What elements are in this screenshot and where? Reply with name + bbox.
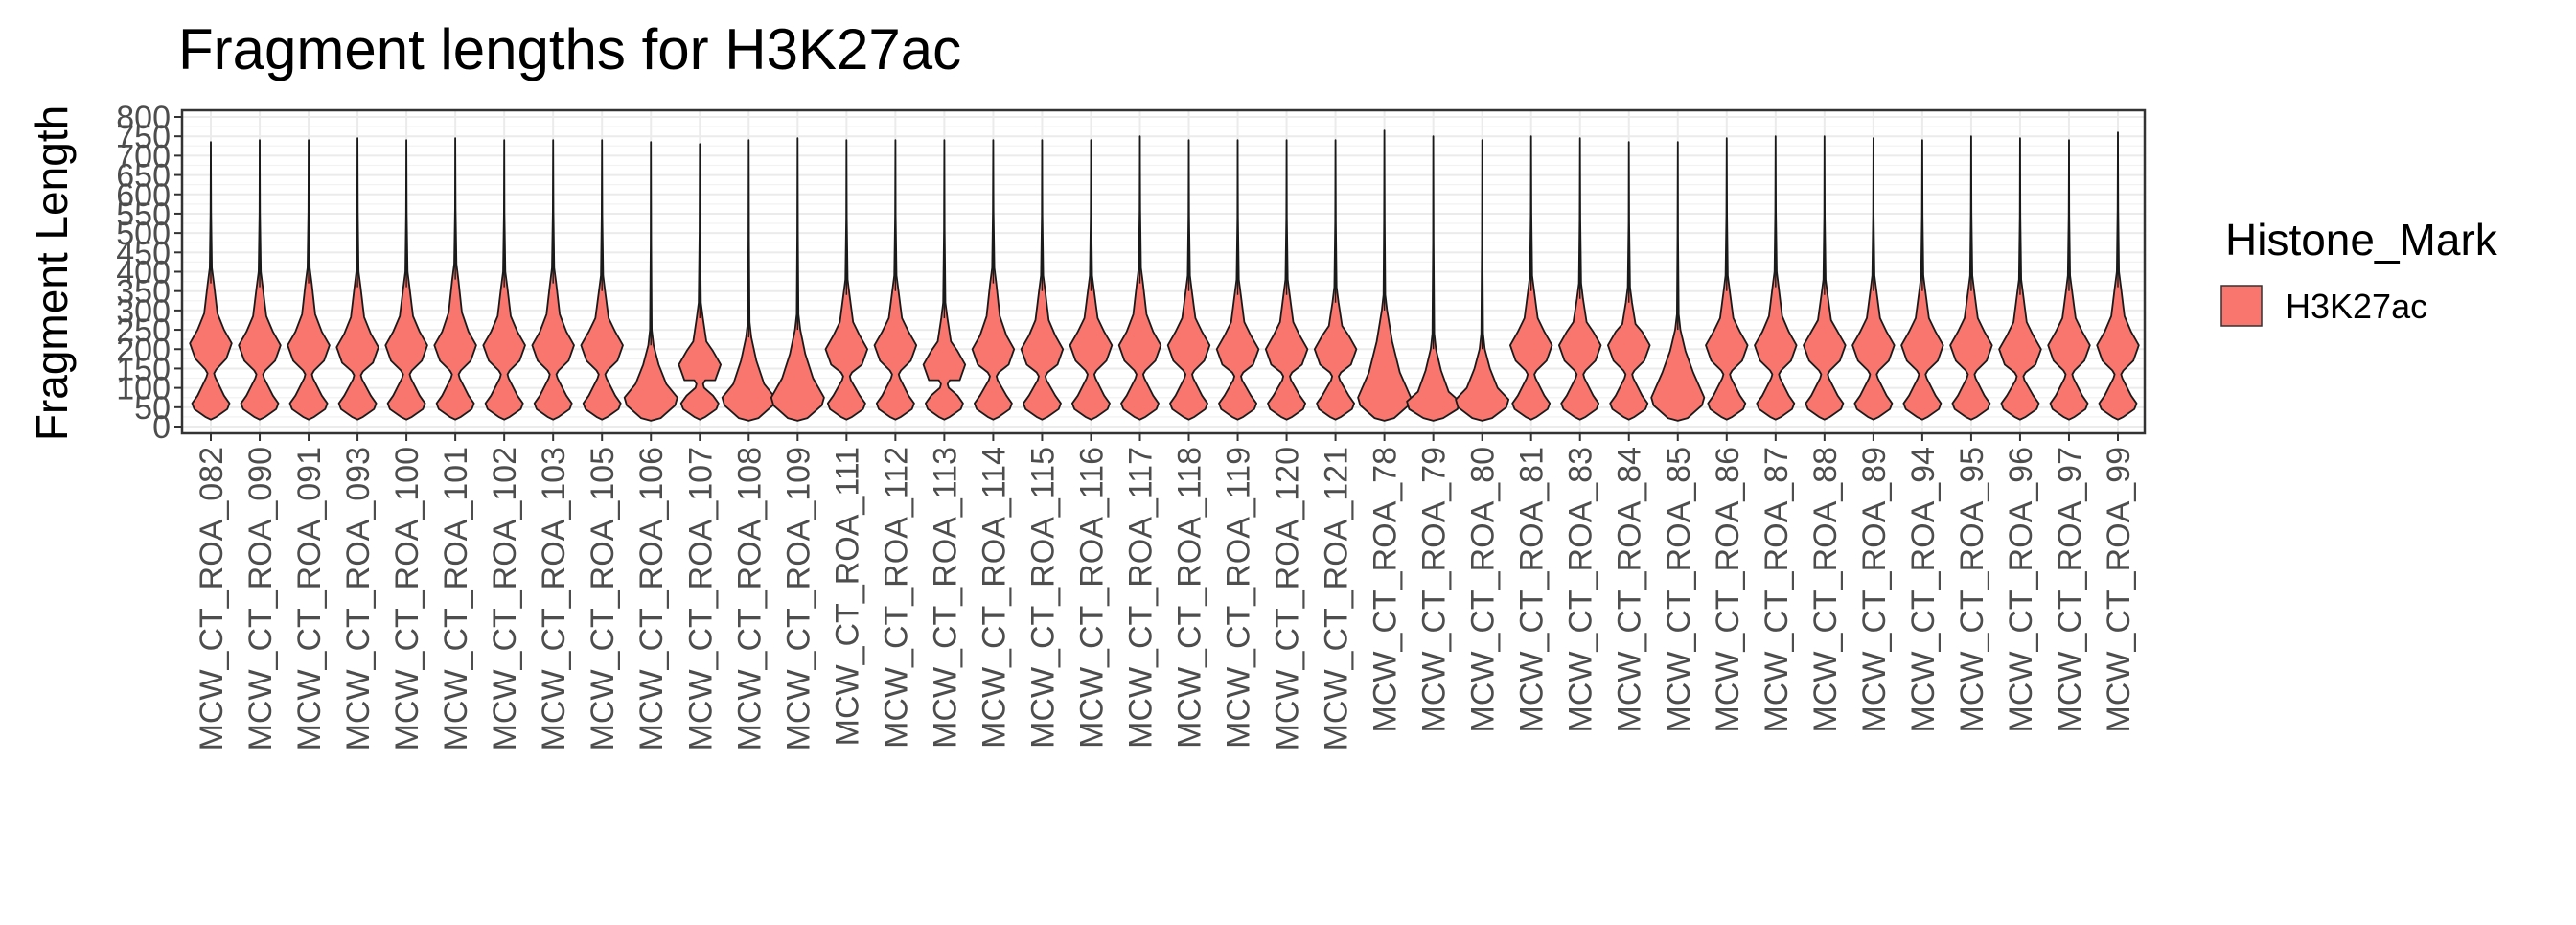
x-tick-label: MCW_CT_ROA_99 [2101,447,2137,733]
x-tick-label: MCW_CT_ROA_120 [1270,447,1306,751]
y-tick-label: 400 [116,255,171,291]
x-tick-label: MCW_CT_ROA_105 [585,447,621,751]
y-tick-label: 700 [116,138,171,174]
x-tick-label: MCW_CT_ROA_100 [389,447,426,751]
x-tick-label: MCW_CT_ROA_118 [1172,447,1208,749]
y-tick-label: 500 [116,216,171,252]
y-tick-label: 300 [116,293,171,330]
y-tick-label: 750 [116,119,171,155]
y-tick-label: 650 [116,158,171,195]
x-tick-label: MCW_CT_ROA_102 [487,447,523,751]
x-tick-label: MCW_CT_ROA_119 [1221,447,1257,749]
x-tick-label: MCW_CT_ROA_97 [2052,447,2088,733]
x-tick-label: MCW_CT_ROA_83 [1563,447,1599,733]
plot-area: 0501001502002503003504004505005506006507… [116,100,2147,751]
x-tick-label: MCW_CT_ROA_111 [829,447,865,746]
x-tick-label: MCW_CT_ROA_090 [242,447,279,751]
x-tick-label: MCW_CT_ROA_108 [731,447,768,751]
x-tick-label: MCW_CT_ROA_109 [780,447,816,751]
x-tick-label: MCW_CT_ROA_116 [1073,447,1110,749]
x-tick-label: MCW_CT_ROA_115 [1024,447,1061,749]
x-tick-label: MCW_CT_ROA_103 [536,447,572,751]
x-tick-label: MCW_CT_ROA_95 [1954,447,1990,733]
legend: Histone_Mark H3K27ac [2220,215,2498,327]
x-tick-label: MCW_CT_ROA_113 [927,447,963,749]
x-tick-label: MCW_CT_ROA_80 [1465,447,1502,733]
x-tick-label: MCW_CT_ROA_106 [633,447,670,751]
chart-title: Fragment lengths for H3K27ac [178,17,961,81]
x-tick-label: MCW_CT_ROA_85 [1661,447,1697,733]
x-tick-label: MCW_CT_ROA_81 [1514,447,1551,733]
legend-key-h3k27ac [2220,285,2263,327]
legend-label-h3k27ac: H3K27ac [2286,287,2427,326]
x-tick-label: MCW_CT_ROA_101 [438,447,474,751]
y-tick-label: 100 [116,371,171,407]
y-tick-label: 150 [116,351,171,387]
y-tick-label: 350 [116,274,171,311]
x-tick-label: MCW_CT_ROA_091 [291,447,328,751]
x-tick-label: MCW_CT_ROA_94 [1905,447,1942,733]
y-tick-label: 450 [116,235,171,271]
x-tick-label: MCW_CT_ROA_107 [682,447,719,751]
y-tick-label: 800 [116,100,171,136]
y-tick-label: 250 [116,312,171,349]
y-tick-label: 0 [152,409,171,446]
legend-title: Histone_Mark [2225,215,2498,265]
x-tick-label: MCW_CT_ROA_86 [1710,447,1746,733]
x-tick-label: MCW_CT_ROA_84 [1612,447,1648,733]
panel-border [180,108,2147,435]
x-tick-label: MCW_CT_ROA_78 [1368,447,1404,733]
x-tick-label: MCW_CT_ROA_114 [976,447,1012,749]
x-tick-label: MCW_CT_ROA_093 [340,447,377,751]
y-tick-label: 600 [116,177,171,214]
y-tick-label: 200 [116,332,171,368]
x-tick-label: MCW_CT_ROA_121 [1319,447,1355,751]
x-tick-label: MCW_CT_ROA_117 [1122,447,1159,749]
y-tick-label: 550 [116,197,171,233]
y-axis-title: Fragment Length [27,105,77,441]
y-tick-label: 50 [134,390,171,427]
x-tick-label: MCW_CT_ROA_88 [1807,447,1844,733]
x-tick-label: MCW_CT_ROA_082 [194,447,230,751]
x-tick-label: MCW_CT_ROA_79 [1416,447,1453,733]
x-tick-label: MCW_CT_ROA_96 [2003,447,2039,733]
x-tick-label: MCW_CT_ROA_87 [1759,447,1795,733]
x-tick-label: MCW_CT_ROA_89 [1856,447,1893,733]
x-tick-label: MCW_CT_ROA_112 [878,447,914,749]
